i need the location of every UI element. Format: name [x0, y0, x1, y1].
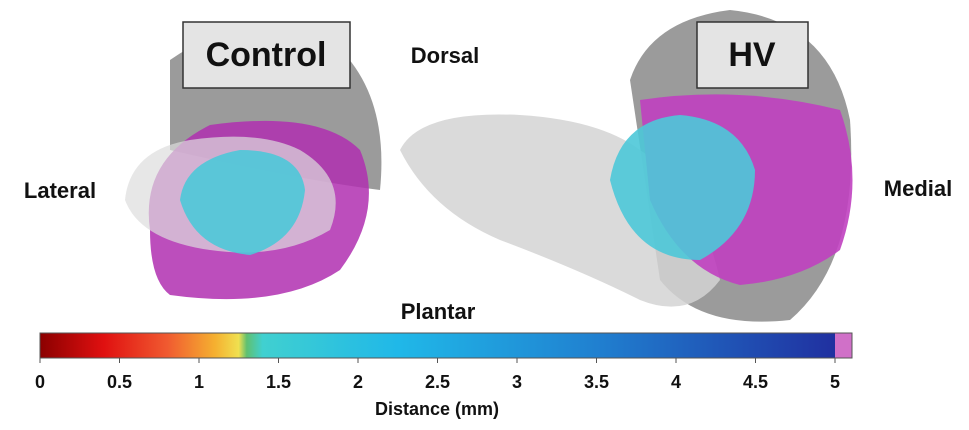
group-label: HV [728, 36, 776, 74]
direction-label: Medial [884, 176, 952, 201]
tick-label: 1 [194, 372, 204, 392]
tick-label: 0 [35, 372, 45, 392]
tick-label: 4.5 [743, 372, 768, 392]
colorbar [40, 333, 835, 358]
tick-label: 3.5 [584, 372, 609, 392]
tick-label: 1.5 [266, 372, 291, 392]
direction-label: Dorsal [411, 43, 479, 68]
tick-label: 0.5 [107, 372, 132, 392]
colorbar-ticks: 0 0.5 1 1.5 2 2.5 3 3.5 4 4.5 5 [35, 358, 840, 392]
direction-label: Lateral [24, 178, 96, 203]
colorbar-label: Distance (mm) [375, 399, 499, 419]
figure: Control HV Dorsal Plantar Lateral Medial… [0, 0, 969, 425]
tick-label: 3 [512, 372, 522, 392]
tick-label: 5 [830, 372, 840, 392]
group-label: Control [206, 36, 327, 74]
tick-label: 2 [353, 372, 363, 392]
tick-label: 2.5 [425, 372, 450, 392]
tick-label: 4 [671, 372, 681, 392]
direction-label: Plantar [401, 299, 476, 324]
colorbar-overflow [835, 333, 852, 358]
